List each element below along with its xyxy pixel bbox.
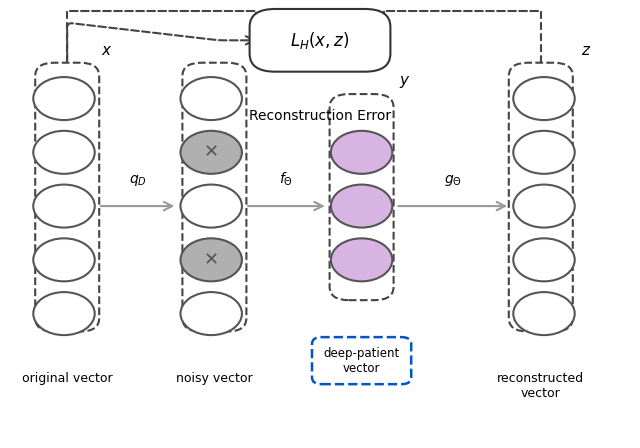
Circle shape: [180, 238, 242, 281]
Circle shape: [33, 131, 95, 174]
Text: deep-patient
vector: deep-patient vector: [323, 347, 400, 375]
Circle shape: [513, 131, 575, 174]
Circle shape: [513, 185, 575, 228]
Circle shape: [331, 185, 392, 228]
Text: reconstructed
vector: reconstructed vector: [497, 372, 584, 400]
Circle shape: [33, 292, 95, 335]
Text: ✕: ✕: [204, 143, 219, 161]
Circle shape: [331, 238, 392, 281]
Circle shape: [513, 77, 575, 120]
Text: Reconstruction Error: Reconstruction Error: [249, 109, 391, 124]
Text: $f_\Theta$: $f_\Theta$: [280, 171, 293, 188]
Circle shape: [33, 77, 95, 120]
Text: $y$: $y$: [399, 73, 410, 90]
Circle shape: [33, 238, 95, 281]
Text: $q_D$: $q_D$: [129, 173, 147, 188]
Text: $\tilde{x}$: $\tilde{x}$: [248, 41, 260, 58]
Circle shape: [331, 131, 392, 174]
Text: $L_H(x,z)$: $L_H(x,z)$: [291, 30, 349, 51]
Text: $x$: $x$: [101, 43, 113, 58]
Circle shape: [513, 238, 575, 281]
Circle shape: [513, 292, 575, 335]
Circle shape: [180, 185, 242, 228]
FancyBboxPatch shape: [250, 9, 390, 72]
Text: $z$: $z$: [581, 43, 591, 58]
Text: $g_\Theta$: $g_\Theta$: [444, 173, 462, 188]
Circle shape: [180, 131, 242, 174]
Circle shape: [180, 292, 242, 335]
Text: noisy vector: noisy vector: [176, 372, 253, 385]
Circle shape: [33, 185, 95, 228]
Text: original vector: original vector: [22, 372, 113, 385]
Text: ✕: ✕: [204, 251, 219, 269]
Circle shape: [180, 77, 242, 120]
